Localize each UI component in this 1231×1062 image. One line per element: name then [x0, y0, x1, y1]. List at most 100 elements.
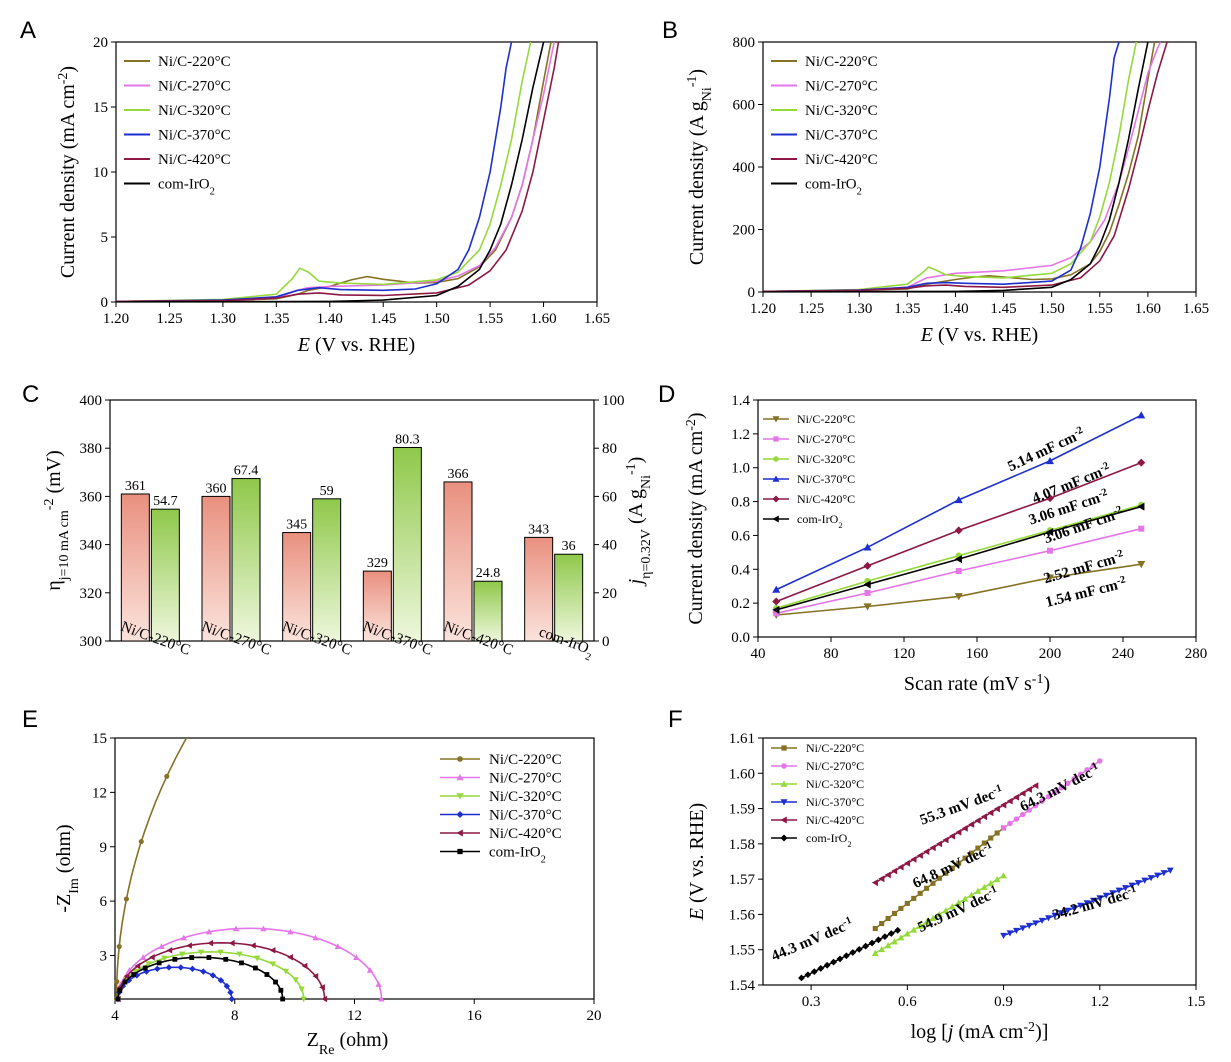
panel-d-point-1-0 [773, 610, 780, 617]
panel-f-legend-label-0: Ni/C-220°C [806, 741, 864, 755]
panel-d-legend-label-4: Ni/C-420°C [797, 492, 855, 506]
panel-f-legend-label-2: Ni/C-320°C [806, 777, 864, 791]
panel-d-slope-label-3-part: -2 [1072, 424, 1085, 438]
panel-f-point-3-24 [1154, 872, 1161, 879]
panel-f-point-0-4 [898, 905, 904, 911]
panel-f-slope-label-2-part: -1 [986, 883, 999, 897]
panel-f-slope-label-5-part: 44.3 mV dec [769, 919, 848, 965]
panel-f-point-3-7 [1045, 915, 1052, 922]
panel-d-point-5-3 [1046, 528, 1054, 537]
panel-c: 30032034036038040002040608010036154.7Ni/… [22, 381, 654, 663]
panel-d-point-1-4 [1138, 525, 1145, 532]
panel-f-point-4-25 [1032, 782, 1039, 790]
panel-d-point-0-3 [1046, 574, 1054, 582]
panel-e-xtick-label-2: 12 [347, 1008, 362, 1024]
panel-e-ylabel-part: (ohm) [53, 824, 75, 878]
panel-f-point-3-14 [1089, 897, 1097, 904]
panel-e-point-1-9 [287, 928, 294, 935]
panel-f-point-1-11 [1071, 776, 1077, 782]
panel-e-ylabel-part: Im [67, 878, 82, 894]
panel-e-point-1-13 [366, 967, 374, 973]
panel-e-legend-label-1: Ni/C-270°C [489, 771, 562, 787]
panel-c-letter: C [22, 381, 39, 408]
panel-c-bar-label-overpotential-1: 360 [206, 481, 227, 496]
panel-f-point-1-15 [1097, 758, 1103, 764]
panel-f-point-3-25 [1160, 870, 1168, 877]
panel-c-bar-overpotential-0 [120, 493, 150, 642]
panel-e-point-1-11 [334, 943, 342, 950]
panel-d-legend-label-2: Ni/C-320°C [797, 452, 855, 466]
panel-d-slope-label-4-part: -2 [1098, 460, 1110, 473]
panel-f-point-5-9 [855, 945, 863, 953]
panel-e-ytick-label-1: 6 [100, 894, 108, 910]
panel-f-point-4-10 [936, 840, 943, 848]
panel-e-point-5-5 [156, 960, 162, 966]
panel-d-point-0-2 [954, 593, 963, 601]
panel-a-legend-label-1: Ni/C-270°C [158, 79, 231, 95]
panel-e-point-5-2 [122, 979, 128, 985]
panel-b-legend-label-5: com-IrO2 [805, 177, 862, 198]
panel-a-legend-label-5: com-IrO2 [158, 177, 215, 198]
panel-e-xlabel-part: Re [319, 1043, 335, 1058]
panel-c-bar-label-activity-2: 59 [320, 484, 334, 499]
panel-f-legend-marker-4 [780, 816, 787, 824]
panel-f-point-2-1 [878, 945, 886, 953]
panel-f-point-3-1 [1006, 930, 1014, 937]
panel-c-ytick-label-3: 360 [80, 489, 103, 505]
panel-b-ylabel-part: ) [686, 69, 708, 76]
panel-f-point-2-12 [948, 903, 956, 910]
panel-d-point-4-3 [1046, 494, 1054, 503]
panel-c-bar-label-activity-0: 54.7 [153, 494, 178, 509]
panel-f-point-3-3 [1019, 925, 1027, 932]
panel-f-slope-label-0-part: -1 [981, 839, 994, 853]
panel-f-point-1-4 [1026, 807, 1032, 813]
panel-f-point-4-16 [974, 817, 981, 824]
panel-f-slope-label-5-part: -1 [841, 915, 853, 929]
panel-f-point-0-8 [924, 885, 930, 891]
panel-c-ytick-label-4: 380 [80, 441, 103, 457]
panel-f-point-2-0 [871, 949, 879, 956]
panel-e-point-5-3 [131, 972, 137, 977]
panel-c-category-label-part: 2 [584, 651, 593, 663]
panel-e-xlabel-part: (ohm) [334, 1029, 388, 1051]
panel-f-point-4-3 [891, 867, 898, 875]
panel-d-point-3-2 [954, 495, 963, 504]
panel-a-xtick-label-8: 1.60 [530, 311, 556, 327]
panel-f-point-1-14 [1090, 762, 1097, 769]
panel-d-ytick-label-3: 0.6 [731, 528, 750, 544]
panel-d-legend-label-0: Ni/C-220°C [797, 412, 855, 426]
panel-f-slope-label-3: 34.2 mV dec-1 [1050, 883, 1139, 924]
panel-f-point-4-5 [903, 859, 911, 867]
panel-b-xlabel-part: E [920, 324, 933, 346]
panel-c-bar-overpotential-4 [443, 481, 473, 642]
panel-f-point-3-15 [1096, 895, 1104, 902]
panel-d-xlabel-part: ) [1043, 673, 1050, 695]
panel-f-point-3-11 [1070, 905, 1078, 912]
panel-d-xtick-label-4: 200 [1039, 646, 1062, 662]
panel-f-point-2-19 [993, 876, 1001, 883]
panel-a-legend-label-0: Ni/C-220°C [158, 54, 231, 70]
panel-b-legend-label-4: Ni/C-420°C [805, 152, 878, 168]
panel-f-slope-label-3-part: 34.2 mV dec [1051, 887, 1131, 924]
panel-f-point-3-17 [1109, 890, 1117, 897]
panel-f-point-4-6 [910, 855, 917, 863]
panel-a-xtick-label-5: 1.45 [370, 311, 396, 327]
panel-f-point-3-22 [1141, 877, 1149, 884]
panel-e-series-line-2 [117, 951, 305, 999]
panel-d-ytick-label-2: 0.4 [731, 562, 750, 578]
panel-e-ytick-label-2: 9 [100, 840, 108, 856]
panel-f-frame [762, 737, 1197, 986]
panel-e-point-5-7 [189, 955, 195, 960]
panel-f-point-4-14 [961, 824, 968, 832]
panel-a-legend-label-5-part: 2 [210, 186, 215, 197]
panel-f-xtick-label-1: 0.6 [898, 994, 917, 1010]
panel-b-xlabel-part: (V vs. RHE) [933, 324, 1038, 346]
panel-f-point-1-7 [1045, 793, 1052, 800]
panel-e-point-2-11 [269, 961, 277, 968]
panel-c-bar-label-overpotential-2: 345 [286, 518, 307, 533]
panel-f-point-0-13 [956, 860, 962, 866]
panel-e-point-3-7 [165, 964, 173, 971]
panel-e-series-line-4 [117, 941, 326, 999]
panel-e-point-0-5 [164, 773, 170, 779]
panel-a-legend-label-4: Ni/C-420°C [158, 152, 231, 168]
